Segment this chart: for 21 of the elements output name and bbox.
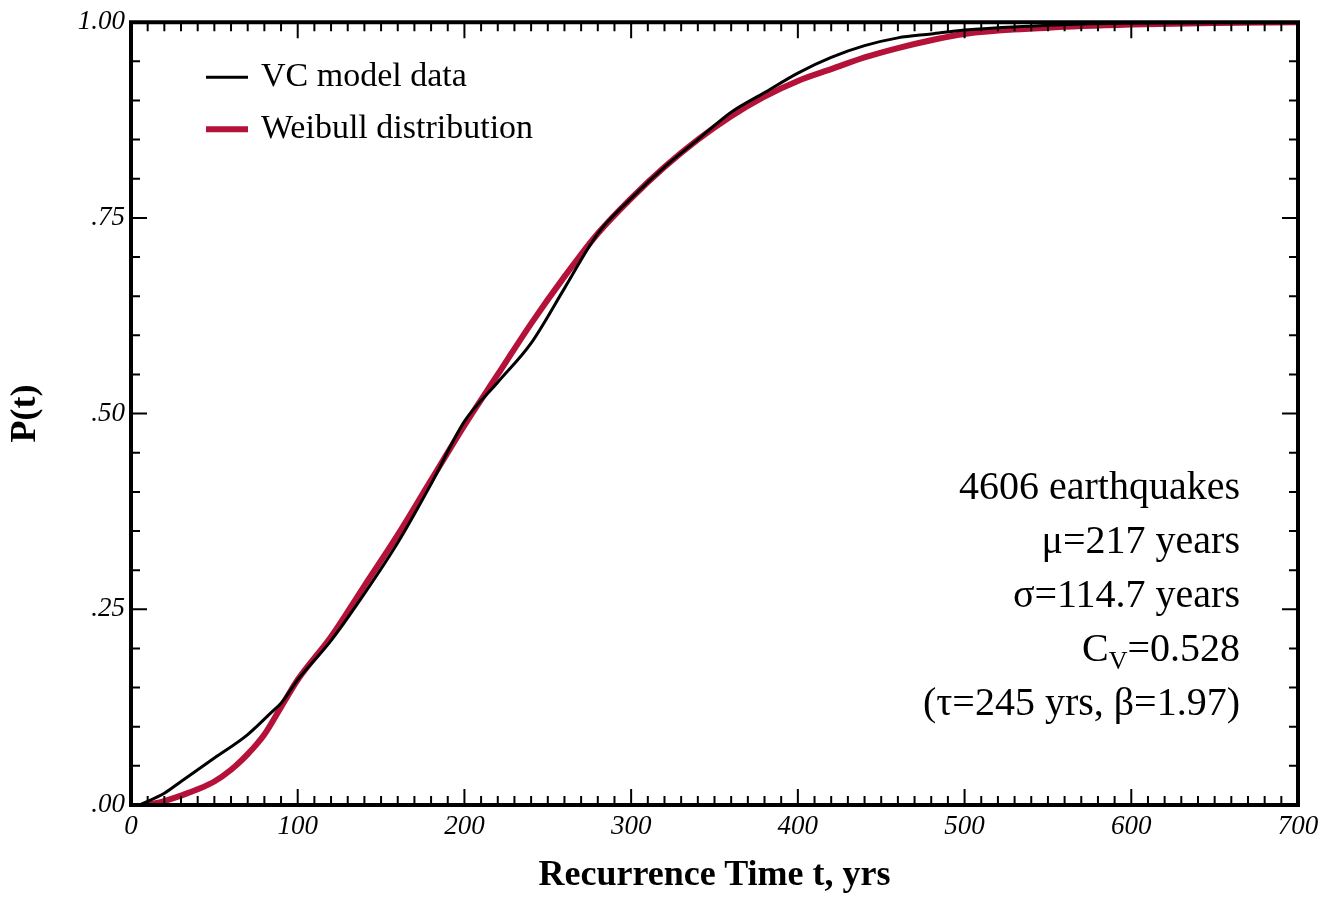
y-tick-label: .75 — [91, 200, 125, 231]
x-tick-label: 0 — [124, 810, 139, 841]
annotation: σ=114.7 years — [1012, 571, 1240, 616]
legend-label: VC model data — [261, 56, 467, 94]
legend-label: Weibull distribution — [261, 108, 534, 146]
x-tick-label: 700 — [1277, 810, 1319, 841]
annotation: μ=217 years — [1041, 517, 1241, 562]
annotation: (τ=245 yrs, β=1.97) — [922, 679, 1241, 724]
y-axis-title: P(t) — [2, 384, 43, 443]
y-tick-label: 1.00 — [77, 5, 126, 36]
x-tick-label: 400 — [777, 810, 819, 841]
annotation: 4606 earthquakes — [958, 463, 1240, 508]
x-tick-label: 600 — [1111, 810, 1153, 841]
x-tick-label: 200 — [444, 810, 486, 841]
x-axis-title: Recurrence Time t, yrs — [538, 852, 891, 893]
x-tick-label: 300 — [609, 810, 652, 841]
y-tick-label: .50 — [91, 396, 126, 427]
y-tick-label: .00 — [91, 788, 126, 819]
x-tick-label: 500 — [944, 810, 986, 841]
y-tick-label: .25 — [91, 592, 125, 623]
x-tick-label: 100 — [277, 810, 319, 841]
